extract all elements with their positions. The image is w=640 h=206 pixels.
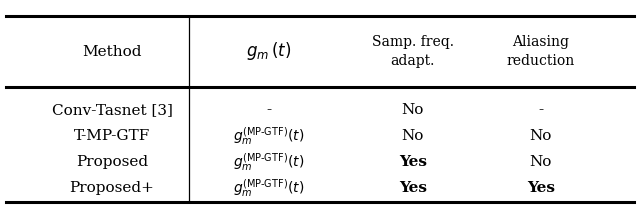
Text: Conv-Tasnet [3]: Conv-Tasnet [3]	[52, 103, 172, 117]
Text: No: No	[402, 103, 424, 117]
Text: No: No	[530, 129, 552, 143]
Text: $g_m\,(t)$: $g_m\,(t)$	[246, 41, 291, 62]
Text: No: No	[530, 155, 552, 169]
Text: Yes: Yes	[527, 181, 555, 195]
Text: Samp. freq.
adapt.: Samp. freq. adapt.	[372, 35, 454, 68]
Text: T-MP-GTF: T-MP-GTF	[74, 129, 150, 143]
Text: No: No	[402, 129, 424, 143]
Text: $g_m^{\mathregular{(MP\text{-}GTF)}}(t)$: $g_m^{\mathregular{(MP\text{-}GTF)}}(t)$	[233, 151, 305, 173]
Text: Yes: Yes	[399, 181, 427, 195]
Text: Yes: Yes	[399, 155, 427, 169]
Text: -: -	[266, 103, 271, 117]
Text: $g_m^{\mathregular{(MP\text{-}GTF)}}(t)$: $g_m^{\mathregular{(MP\text{-}GTF)}}(t)$	[233, 125, 305, 147]
Text: -: -	[538, 103, 543, 117]
Text: Aliasing
reduction: Aliasing reduction	[507, 35, 575, 68]
Text: Proposed+: Proposed+	[70, 181, 154, 195]
Text: Proposed: Proposed	[76, 155, 148, 169]
Text: $g_m^{\mathregular{(MP\text{-}GTF)}}(t)$: $g_m^{\mathregular{(MP\text{-}GTF)}}(t)$	[233, 178, 305, 199]
Text: Method: Method	[83, 44, 141, 59]
